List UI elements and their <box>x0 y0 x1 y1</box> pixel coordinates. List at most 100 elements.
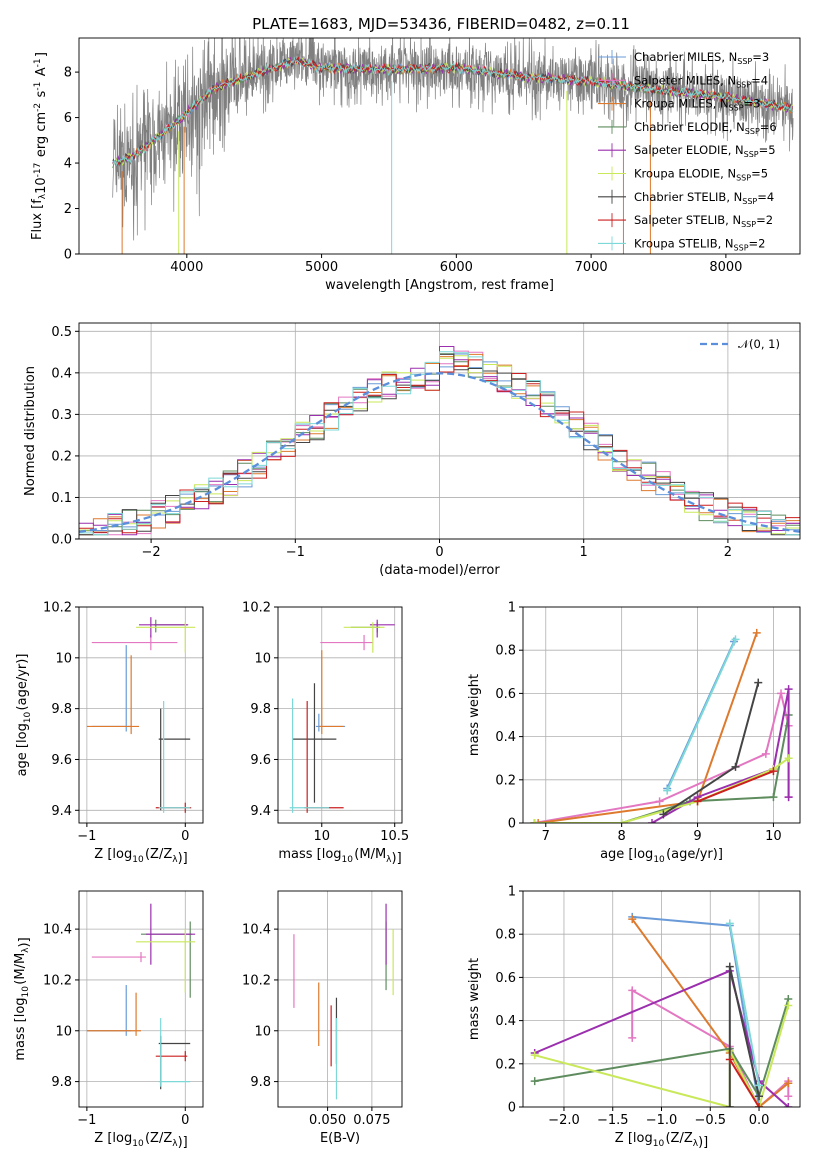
tick-label-x: 7000 <box>575 260 608 275</box>
x-axis-label: wavelength [Angstrom, rest frame] <box>325 278 554 293</box>
x-axis-label: mass [log10 (M/Mλ)] <box>278 847 401 866</box>
plot-area <box>289 619 395 813</box>
weight-marker-kroupa-stelib <box>663 786 672 795</box>
tick-label-x: −1 <box>77 829 96 844</box>
label-part: Flux [f <box>30 199 45 240</box>
tick-label-x: −1.5 <box>597 1113 629 1128</box>
tick-label-y: 0 <box>508 1101 516 1116</box>
weight-line-salpeter-elodie <box>534 969 789 1107</box>
weight-marker-salpeter-elodie <box>784 1103 793 1107</box>
label-part: (Z/Z <box>665 1131 692 1146</box>
weight-marker-salpeter-elodie <box>648 819 657 823</box>
weight-marker-chabrier-stelib <box>754 678 763 687</box>
weight-marker-salpeter-stelib <box>693 797 702 806</box>
weight-marker-salpeter-stelib <box>725 1055 734 1064</box>
tick-label-y: 0.8 <box>495 644 516 659</box>
weight-marker-kroupa-stelib <box>731 635 740 644</box>
label-sup: -17 <box>33 163 43 178</box>
y-axis-label: mass weight <box>467 958 482 1040</box>
weight-marker-kroupa-stelib <box>755 1081 764 1090</box>
legend-label-4: Salpeter ELODIE, NSSP=5 <box>634 143 776 159</box>
weight-line-chabrier-elodie <box>534 998 790 1099</box>
tick-label-y: 0 <box>64 248 72 263</box>
weight-line-kroupa-elodie <box>534 757 790 823</box>
legend-nssp: =3 <box>752 50 769 64</box>
weight-marker-salpeter-miles <box>628 986 637 995</box>
legend-label-5: Kroupa ELODIE, NSSP=5 <box>634 167 768 183</box>
tick-label-y: 10 <box>254 1024 271 1039</box>
tick-label-y: 10.2 <box>43 973 72 988</box>
label-sub: λ <box>38 193 48 199</box>
tick-label-y: 9.8 <box>250 1075 271 1090</box>
model-spectrum-chabrier-stelib <box>112 56 794 166</box>
legend-label-8: Kroupa STELIB, NSSP=2 <box>634 236 765 252</box>
tick-label-y: 0.8 <box>495 928 516 943</box>
label-part: Normed distribution <box>23 366 38 496</box>
histogram-salpeter-stelib <box>79 359 800 534</box>
y-axis-label: age [log10 (age/yr)] <box>15 654 33 777</box>
tick-label-x: 0 <box>435 545 443 560</box>
tick-label-x: 6000 <box>440 260 473 275</box>
figure-title: PLATE=1683, MJD=53436, FIBERID=0482, z=0… <box>252 15 630 33</box>
tick-label-y: 9.8 <box>51 702 72 717</box>
label-sub: 10 <box>23 711 33 723</box>
axes-frame <box>522 890 801 1108</box>
label-sup: -2 <box>33 103 43 112</box>
weight-marker-salpeter-miles <box>761 749 770 758</box>
y-axis-label: Flux [fλ10-17 erg cm-2 s-1 A-1 ] <box>30 52 49 240</box>
weight-marker-chabrier-stelib <box>755 1092 764 1101</box>
label-part: )] <box>178 851 188 866</box>
tick-label-x: 0.050 <box>309 1113 346 1128</box>
label-sub: λ <box>172 855 178 865</box>
label-sup: -1 <box>33 58 43 67</box>
tick-label-y: 0.4 <box>51 366 72 381</box>
tick-label-x: 10 <box>313 829 330 844</box>
weight-marker-salpeter-miles <box>628 1033 637 1042</box>
label-sub: 10 <box>342 855 354 865</box>
label-part: wavelength [Angstrom, rest frame] <box>325 278 554 293</box>
axes-frame <box>78 322 801 540</box>
label-sub: 10 <box>653 1139 665 1149</box>
weight-line-kroupa-stelib <box>666 638 737 792</box>
tick-label-x: 4000 <box>170 260 203 275</box>
label-part: 10 <box>34 177 49 194</box>
tick-label-y: 0.0 <box>51 533 72 548</box>
legend-nssp: =4 <box>757 190 774 204</box>
tick-label-y: 6 <box>64 111 72 126</box>
legend-label-6: Chabrier STELIB, NSSP=4 <box>634 190 774 206</box>
plot-area <box>112 38 794 254</box>
tick-label-x: −1.0 <box>646 1113 678 1128</box>
label-part: Z [log <box>94 847 132 862</box>
y-axis-label: mass [log10 (M/Mλ)] <box>13 937 32 1060</box>
legend-nssp: =2 <box>749 236 766 250</box>
tick-label-y: 0.5 <box>51 325 72 340</box>
legend-model: Kroupa ELODIE, N <box>634 167 736 181</box>
tick-label-x: 0.0 <box>749 1113 770 1128</box>
tick-label-y: 0.3 <box>51 408 72 423</box>
tick-label-x: −2 <box>142 545 161 560</box>
weight-marker-kroupa-elodie <box>784 1001 793 1010</box>
label-part: mass [log <box>13 997 28 1060</box>
tick-label-y: 0.4 <box>495 1014 516 1029</box>
axes-frame <box>78 890 204 1108</box>
axes-frame <box>522 606 801 824</box>
plot-area <box>530 912 793 1107</box>
weight-marker-kroupa-miles <box>752 628 761 637</box>
weight-marker-kroupa-elodie <box>784 754 793 763</box>
legend-model: Chabrier MILES, N <box>634 50 737 64</box>
legend-label-0: Chabrier MILES, NSSP=3 <box>634 50 769 66</box>
axes-frame <box>78 606 204 824</box>
tick-label-y: 10.2 <box>242 973 271 988</box>
label-sub: λ <box>172 1139 178 1149</box>
label-part: (Z/Z <box>145 1131 172 1146</box>
tick-label-y: 1 <box>508 601 516 616</box>
tick-label-x: 8 <box>618 829 626 844</box>
x-axis-label: Z [log10 (Z/Zλ)] <box>94 847 187 866</box>
legend-nssp: =4 <box>751 73 768 87</box>
weight-marker-kroupa-miles <box>784 1079 793 1088</box>
legend-model: Salpeter ELODIE, N <box>634 143 744 157</box>
x-axis-label: Z [log10 (Z/Zλ)] <box>615 1131 708 1150</box>
